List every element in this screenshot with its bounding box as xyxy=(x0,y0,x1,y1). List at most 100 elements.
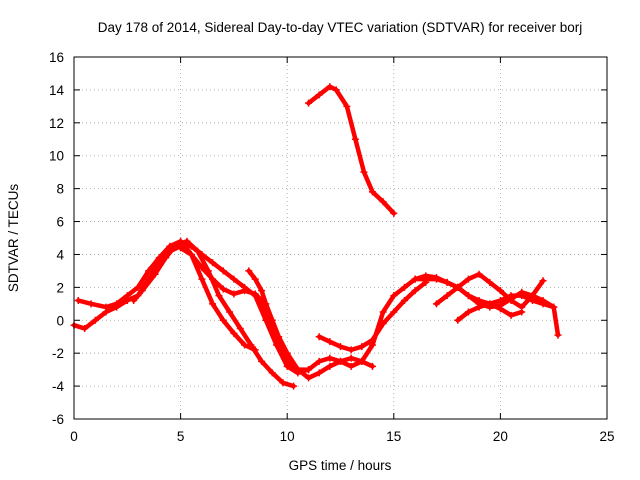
y-tick-label: -2 xyxy=(52,346,64,361)
data-point xyxy=(219,267,227,275)
y-tick-label: 8 xyxy=(56,182,64,197)
data-point xyxy=(554,331,562,339)
data-point xyxy=(275,333,283,341)
data-point xyxy=(305,374,313,382)
data-point xyxy=(194,247,202,255)
y-tick-label: 0 xyxy=(56,313,64,328)
data-point xyxy=(337,357,344,365)
data-point xyxy=(422,278,430,286)
series-track-5 xyxy=(245,267,376,382)
y-tick-label: 4 xyxy=(56,247,64,262)
series-track-6 xyxy=(305,83,398,217)
y-tick-label: 14 xyxy=(49,83,65,98)
data-point xyxy=(518,308,526,316)
data-point xyxy=(496,287,504,295)
data-point xyxy=(215,292,223,300)
plot-frame xyxy=(73,56,608,420)
data-point xyxy=(241,341,249,349)
data-point xyxy=(507,311,515,319)
data-point xyxy=(247,341,255,349)
y-tick-label: 6 xyxy=(56,215,64,230)
data-point xyxy=(475,270,483,278)
data-point xyxy=(390,209,398,217)
data-point xyxy=(486,300,494,308)
data-point xyxy=(343,102,351,110)
data-point xyxy=(230,329,238,337)
data-point xyxy=(251,290,259,298)
series-track-10 xyxy=(454,300,526,324)
data-point xyxy=(464,292,472,300)
data-point xyxy=(209,300,217,308)
data-point xyxy=(283,357,291,365)
data-point xyxy=(400,283,408,291)
data-point xyxy=(475,303,483,311)
data-point xyxy=(251,275,259,283)
data-point xyxy=(177,244,185,252)
data-point xyxy=(81,325,89,332)
data-point xyxy=(134,283,142,291)
axis-ticks: 0 5 10 15 20 25 -6 -4 -2 0 2 4 6 8 10 12 14 16 xyxy=(49,50,615,444)
data-point xyxy=(379,198,387,206)
data-point xyxy=(102,303,110,311)
data-point xyxy=(198,264,206,272)
data-point xyxy=(113,300,121,308)
data-point xyxy=(315,357,323,365)
data-point xyxy=(315,333,323,341)
x-tick-label: 15 xyxy=(386,429,401,444)
data-point xyxy=(528,292,536,300)
y-tick-label: 2 xyxy=(56,280,64,295)
data-point xyxy=(360,168,368,176)
data-point xyxy=(198,275,206,283)
data-point xyxy=(390,292,398,300)
data-point xyxy=(123,292,131,300)
data-point xyxy=(145,267,153,275)
y-tick-label: 12 xyxy=(49,116,64,131)
data-point xyxy=(138,287,146,295)
data-point xyxy=(332,86,340,94)
data-point xyxy=(155,254,163,262)
data-point xyxy=(507,297,515,305)
data-point xyxy=(443,278,451,286)
y-tick-label: -6 xyxy=(52,412,64,427)
data-point xyxy=(337,343,344,351)
data-point xyxy=(290,382,298,390)
data-point xyxy=(294,366,302,374)
data-point xyxy=(283,349,291,357)
data-point xyxy=(400,297,408,305)
data-point xyxy=(305,99,313,107)
data-point xyxy=(262,300,270,308)
data-point xyxy=(268,369,276,377)
data-point xyxy=(162,254,170,262)
data-point xyxy=(464,308,472,316)
data-point xyxy=(518,288,526,296)
series-trace xyxy=(71,243,556,376)
data-point xyxy=(241,287,249,295)
y-tick-label: -4 xyxy=(52,379,64,394)
data-series xyxy=(70,83,562,390)
series-track-1 xyxy=(70,242,558,377)
series-trace xyxy=(131,239,296,389)
data-point xyxy=(230,275,238,283)
data-point xyxy=(219,285,227,293)
data-point xyxy=(454,316,462,324)
data-point xyxy=(326,83,334,91)
data-point xyxy=(258,357,266,365)
data-point xyxy=(454,283,462,291)
data-point xyxy=(87,300,95,308)
y-axis-label: SDTVAR / TECUs xyxy=(6,184,21,293)
data-point xyxy=(368,362,376,370)
data-point xyxy=(326,338,334,346)
data-point xyxy=(347,346,355,354)
data-point xyxy=(91,316,99,324)
y-tick-label: 10 xyxy=(49,149,64,164)
series-track-7 xyxy=(315,278,430,354)
y-tick-label: 16 xyxy=(49,50,64,65)
x-axis-label: GPS time / hours xyxy=(289,458,392,473)
data-point xyxy=(539,297,547,305)
x-tick-label: 20 xyxy=(493,429,508,444)
data-point xyxy=(326,354,334,362)
data-point xyxy=(245,267,253,275)
data-point xyxy=(258,287,266,295)
data-point xyxy=(443,292,451,300)
